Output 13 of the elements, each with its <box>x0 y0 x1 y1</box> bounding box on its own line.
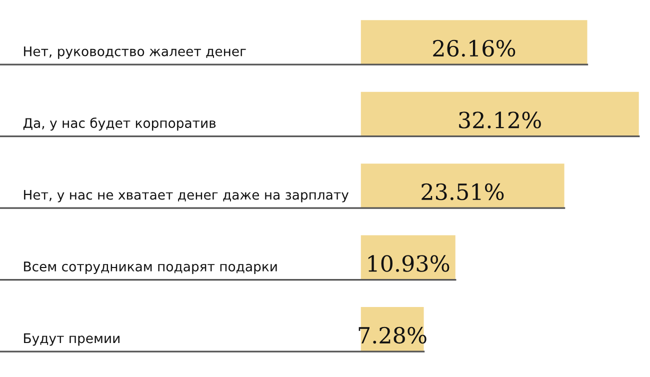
y-tick-label: Будут премии <box>24 333 120 346</box>
y-tick-label: Нет, руководство жалеет денег <box>24 46 246 59</box>
data-label: 26.16% <box>433 40 516 57</box>
data-label: 23.51% <box>422 183 504 200</box>
y-tick-label: Всем сотрудникам подарят подарки <box>24 262 277 274</box>
data-label: 10.93% <box>368 255 450 272</box>
bar <box>360 20 588 65</box>
y-tick-label: Да, у нас будет корпоратив <box>23 118 216 131</box>
y-tick-label: Нет, у нас не хватает денег даже на зарплату <box>24 190 349 202</box>
data-label: 32.12% <box>459 112 541 128</box>
bar <box>360 92 639 136</box>
bar <box>360 164 564 208</box>
data-label: 7.28% <box>358 326 426 344</box>
